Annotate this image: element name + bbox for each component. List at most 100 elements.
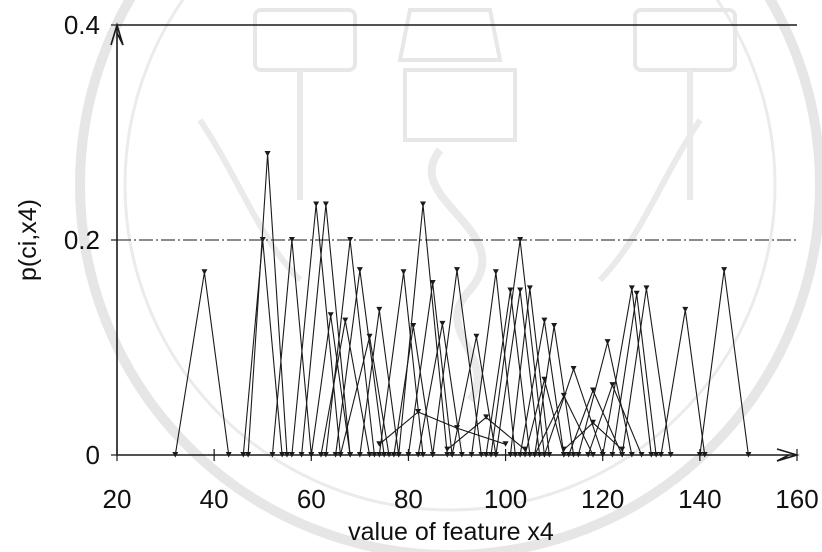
series-3-point-3 [279,452,286,458]
series-12-point-2 [366,333,373,340]
series-24-point-1 [507,452,514,458]
series-31-point-1 [575,452,582,458]
series-line-6 [301,204,351,456]
series-40-point-2 [590,419,596,426]
series-1-point-2 [201,269,208,275]
series-4-point-1 [269,452,276,458]
series-10-point-1 [308,452,315,458]
series-17-point-1 [415,452,422,458]
series-25-point-2 [541,317,548,324]
series-33-point-3 [648,452,655,458]
series-19-point-1 [449,452,456,458]
series-20-point-2 [492,269,499,275]
series-31-point-3 [628,452,635,458]
x-tick-label: 80 [394,484,423,514]
series-18-point-3 [478,452,485,458]
gridlines [117,24,797,241]
series-23-point-3 [536,452,543,458]
series-38-point-2 [415,409,422,415]
series-line-3 [242,239,283,456]
series-35-point-2 [643,285,650,291]
series-27-point-2 [541,376,548,383]
series-34-point-2 [633,290,640,297]
series-35-point-3 [667,452,674,458]
y-tick-label: 0 [86,440,100,470]
series-36-point-2 [682,306,689,313]
series-2-point-1 [245,452,252,458]
series-line-32 [587,383,643,456]
series-39-point-1 [444,446,451,453]
series-40-point-1 [560,446,567,453]
series-22-point-2 [517,237,524,243]
y-axis-arrowhead [110,22,124,46]
series-13-point-3 [420,452,426,458]
series-31-point-2 [604,339,611,345]
series-8-point-3 [381,452,388,458]
x-tick-label: 60 [297,484,326,514]
series-18-point-1 [429,452,436,458]
series-15-point-2 [429,280,436,286]
series-25-point-1 [517,452,524,458]
series-line-2 [247,153,288,456]
series-27-point-1 [522,452,528,458]
series-1-point-3 [225,452,232,458]
series-6-point-2 [322,201,329,208]
series-line-38 [378,411,506,445]
series-32-point-1 [585,452,592,458]
series-21-point-2 [507,287,514,294]
x-tick-label: 100 [484,484,527,514]
series-2-point-2 [264,151,271,157]
series-36-point-3 [701,452,708,458]
series-11-point-1 [318,452,324,458]
series-5-point-1 [288,452,295,458]
series-17-point-2 [439,320,446,327]
series-14-point-1 [395,452,402,458]
series-9-point-2 [376,306,383,313]
x-tick-label: 120 [581,484,624,514]
series-32-point-3 [638,452,645,458]
series-18-point-2 [454,267,460,273]
y-axis-label: p(ci,x4) [14,199,42,281]
series-30-point-1 [565,452,572,458]
series-39-point-3 [522,446,528,453]
x-tick-label: 140 [678,484,721,514]
x-axis-arrowhead [776,448,800,462]
series-15-point-1 [405,452,412,458]
series-layer [172,151,752,458]
series-line-16 [393,325,434,456]
series-10-point-3 [347,452,354,458]
series-17-point-3 [458,452,465,458]
series-24-point-3 [546,452,553,458]
series-14-point-2 [420,201,426,208]
series-3-point-2 [259,237,266,243]
series-38-point-4 [502,441,509,447]
series-12-point-3 [386,452,392,458]
x-tick-label: 20 [103,484,132,514]
series-24-point-2 [526,285,533,291]
series-9-point-1 [356,452,363,458]
series-1-point-1 [172,452,179,458]
series-20-point-3 [512,452,519,458]
axes [110,22,800,462]
series-37-point-2 [721,267,728,273]
series-38-point-3 [454,425,460,431]
series-7-point-2 [347,237,354,243]
series-11-point-2 [342,317,349,324]
series-12-point-1 [337,452,344,458]
x-tick-label: 40 [200,484,229,514]
series-32-point-2 [609,382,616,388]
series-28-point-3 [590,452,596,458]
series-10-point-2 [327,312,334,318]
series-34-point-1 [609,452,616,458]
series-38-point-1 [376,441,383,447]
series-line-1 [174,272,230,456]
series-2-point-3 [284,452,290,458]
university-seal-watermark [75,0,822,552]
series-5-point-2 [313,201,320,208]
y-tick-label: 0.2 [64,225,100,255]
series-39-point-2 [483,414,490,420]
series-20-point-1 [468,452,475,458]
series-11-point-3 [366,452,373,458]
series-19-point-2 [473,333,480,340]
